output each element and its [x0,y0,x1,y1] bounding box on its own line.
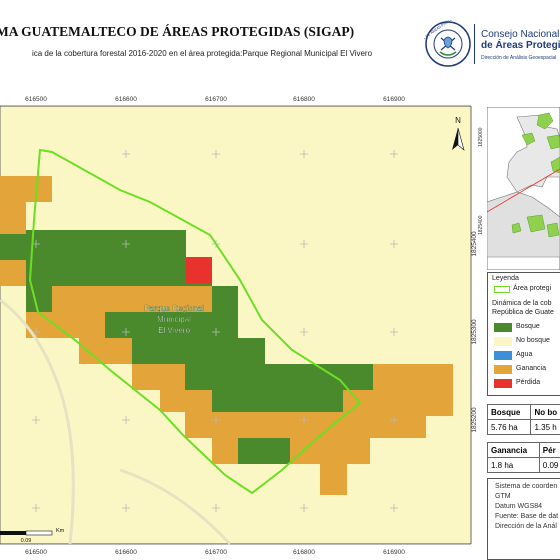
legend-dynamic-title: Dinámica de la cob República de Guate [492,299,554,317]
logo-divider [474,24,475,64]
stat-value: 1.35 h [530,419,560,435]
stat-value: 1.8 ha [487,457,540,473]
stat-header: Bosque [486,404,532,420]
conap-seal-logo: CONSEJO NACIONAL DE ÁREAS PROTEGIDAS GUA… [424,20,472,67]
legend-swatch [494,351,512,360]
inset-y-tick-1: 1825000 [478,127,484,147]
info-line: Sistema de coorden [495,483,558,490]
page-subtitle: ica de la cobertura forestal 2016-2020 e… [31,49,373,58]
north-label: N [455,116,461,125]
x-tick-bottom: 616600 [115,549,137,556]
info-line: Dirección de la Anál [495,523,557,530]
stat-value: 5.76 ha [486,419,532,435]
y-tick: 1825300 [471,319,478,345]
legend-item-bosque: Bosque [492,323,560,333]
area-label-line2: Municipal [157,315,191,324]
map-top-margin [0,90,478,106]
legend-dynamic-title-line2: República de Guate [492,309,554,316]
legend-swatch [494,337,512,346]
info-line: Datum WGS84 [495,503,543,510]
map-legend: Leyenda Área protegi Dinámica de la cob … [487,272,560,396]
legend-item-no-bosque: No bosque [492,337,560,347]
legend-title: Leyenda [492,275,519,282]
x-tick-labels-bottom: 616500 616600 616700 616800 616900 [25,549,405,556]
x-tick-top: 616800 [293,96,315,103]
y-tick-labels: 1825400 1825300 1825200 [471,231,478,433]
legend-label: Pérdida [516,379,541,386]
legend-item-perdida: Pérdida [492,379,560,389]
stat-value: 0.09 [538,457,560,473]
background-roads [0,298,232,546]
inset-y-tick-2: 1825400 [478,215,484,235]
info-line: Fuente: Base de dat [495,513,559,520]
legend-swatch [494,323,512,332]
map-info-box: Sistema de coorden GTM Datum WGS84 Fuent… [487,478,560,560]
stat-header: Pér [538,442,560,458]
x-tick-bottom: 616800 [293,549,315,556]
legend-label: Ganancia [516,365,546,372]
x-tick-top: 616700 [205,96,227,103]
x-tick-top: 616500 [25,96,47,103]
north-arrow-icon: N [452,116,465,151]
legend-item-ganancia: Ganancia [492,365,560,375]
logo-text-line2: de Áreas Protegi [481,40,560,51]
legend-swatch-boundary [494,286,510,293]
legend-label: Área protegi [513,285,552,292]
scale-bar: Km 0.09 [0,528,65,544]
inset-country-shape [506,114,560,193]
land-cover-raster [0,176,453,495]
area-label-line3: El Vivero [158,326,190,335]
legend-item-protected-area: Área protegi [492,285,560,295]
stat-header: Ganancia [487,442,540,458]
legend-label: Bosque [516,323,540,330]
x-tick-bottom: 616500 [25,549,47,556]
legend-dynamic-title-line1: Dinámica de la cob [492,300,552,307]
stats-table-bosque: Bosque No bo 5.76 ha 1.35 h [486,404,560,435]
area-label-line1: Parque Regional [144,304,204,313]
legend-label: Agua [516,351,533,358]
logo-text-line1: Consejo Nacional [481,29,560,40]
x-tick-bottom: 616700 [205,549,227,556]
legend-swatch [494,365,512,374]
inset-locator-line [487,168,560,213]
x-tick-labels-top: 616500 616600 616700 616800 616900 [25,96,405,103]
inset-tick-gutter: 1825000 1825400 [478,107,487,270]
area-label: Parque Regional Municipal El Vivero [144,304,204,335]
info-line: GTM [495,493,511,500]
legend-item-agua: Agua [492,351,560,361]
page-title: MA GUATEMALTECO DE ÁREAS PROTEGIDAS (SIG… [0,24,355,39]
legend-label: No bosque [516,337,550,344]
stat-header: No bo [530,404,560,420]
map-bottom-margin [0,544,478,560]
scale-unit: Km [56,528,65,534]
map-right-margin [471,90,478,560]
x-tick-top: 616600 [115,96,137,103]
protected-area-boundary[interactable] [28,148,362,495]
y-tick: 1825400 [471,231,478,257]
perdida-cell [186,257,212,283]
x-tick-bottom: 616900 [383,549,405,556]
inset-protected-areas [511,112,560,238]
logo-text-line3: Dirección de Análisis Geoespacial [481,55,557,61]
map-header: MA GUATEMALTECO DE ÁREAS PROTEGIDAS (SIG… [0,0,560,88]
y-tick: 1825200 [471,407,478,433]
x-tick-top: 616900 [383,96,405,103]
main-map[interactable]: Parque Regional Municipal El Vivero N 61… [0,90,478,560]
scale-value: 0.09 [21,538,32,544]
stats-table-ganancia: Ganancia Pér 1.8 ha 0.09 [487,442,560,473]
inset-map[interactable]: 1825000 [487,107,560,270]
legend-swatch [494,379,512,388]
